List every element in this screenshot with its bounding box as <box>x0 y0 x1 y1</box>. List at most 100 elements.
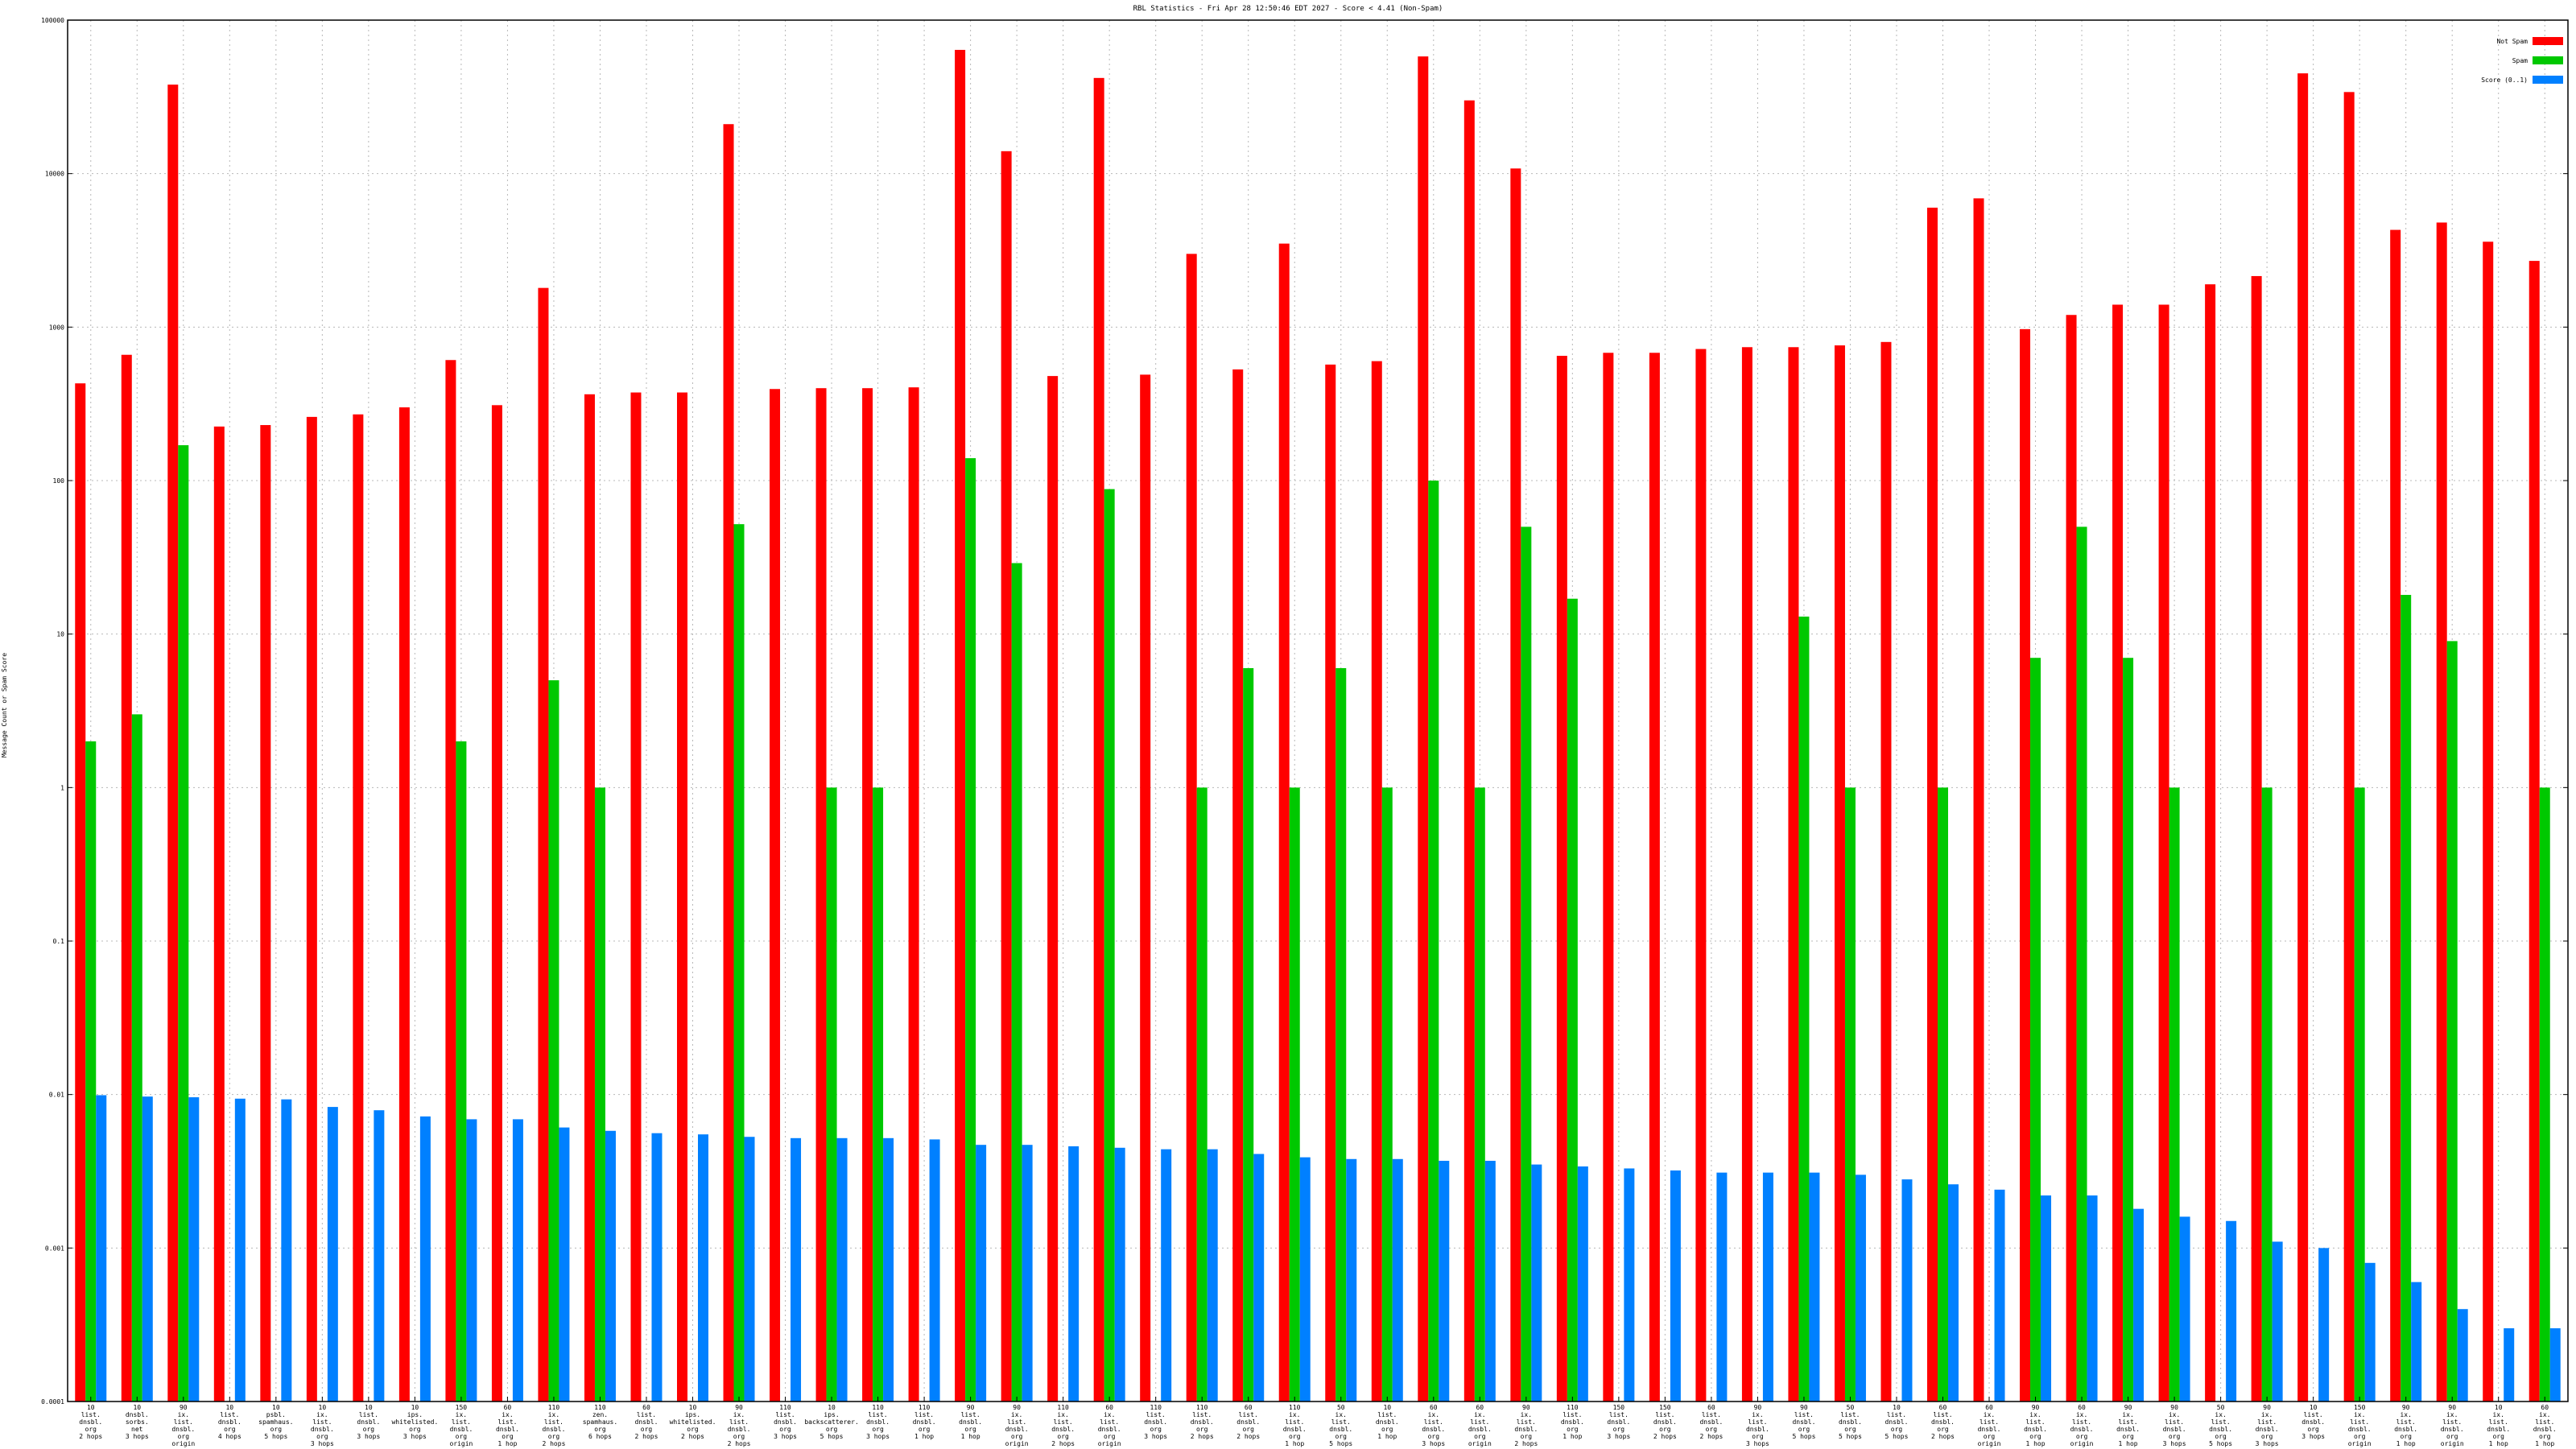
x-category-label-line: dnsbl. <box>1561 1418 1584 1426</box>
not-spam-bar <box>815 388 827 1402</box>
x-category-label-line: 110 <box>548 1404 560 1411</box>
x-category-label-line: dnsbl. <box>1885 1418 1909 1426</box>
x-category-label-line: list. <box>1146 1411 1166 1418</box>
score-bar <box>1624 1168 1635 1402</box>
not-spam-bar <box>1232 369 1244 1402</box>
score-bar <box>1855 1174 1866 1402</box>
not-spam-bar <box>770 389 781 1402</box>
legend-swatch <box>2533 76 2563 84</box>
x-category-label-line: list. <box>1655 1411 1674 1418</box>
x-category-label-line: 4 hops <box>218 1433 242 1440</box>
x-category-label-line: dnsbl. <box>2441 1426 2464 1433</box>
spam-bar <box>456 741 467 1402</box>
not-spam-bar <box>353 414 364 1402</box>
x-category-label-line: 3 hops <box>1422 1440 1445 1447</box>
not-spam-bar <box>306 416 317 1402</box>
not-spam-bar <box>1278 243 1290 1402</box>
x-category-label-line: 1 hop <box>2489 1440 2508 1447</box>
x-category-label-line: dnsbl. <box>2209 1426 2232 1433</box>
x-category-label-line: dnsbl. <box>1051 1426 1075 1433</box>
y-tick-label: 100000 <box>41 17 64 24</box>
x-category-label-line: ix. <box>1428 1411 1439 1418</box>
x-category-label-line: org <box>1984 1433 1996 1440</box>
x-category-label-line: ix. <box>2492 1411 2504 1418</box>
x-category-label-line: 110 <box>594 1404 606 1411</box>
x-category-label-line: dnsbl. <box>2163 1426 2186 1433</box>
score-bar <box>281 1099 292 1402</box>
x-category-label-line: 2 hops <box>1653 1433 1677 1440</box>
chart-title: RBL Statistics - Fri Apr 28 12:50:46 EDT… <box>1133 5 1443 13</box>
not-spam-bar <box>1463 100 1475 1402</box>
not-spam-bar <box>1140 374 1151 1402</box>
x-category-label-line: org <box>1289 1433 1301 1440</box>
x-category-label-line: list. <box>359 1411 378 1418</box>
x-category-label-line: dnsbl. <box>126 1411 149 1418</box>
x-category-label-line: org <box>1474 1433 1486 1440</box>
score-bar <box>1346 1158 1357 1402</box>
spam-bar <box>1428 481 1439 1402</box>
x-category-label-line: org <box>1659 1426 1671 1433</box>
x-category-label-line: org <box>1381 1426 1393 1433</box>
x-category-label-line: 2 hops <box>1514 1440 1538 1447</box>
x-category-label-line: whitelisted. <box>391 1418 438 1426</box>
x-category-label-line: ix. <box>1335 1411 1347 1418</box>
x-category-label-line: 10 <box>365 1404 373 1411</box>
x-category-label-line: org <box>2076 1433 2088 1440</box>
x-category-label-line: ix. <box>456 1411 467 1418</box>
y-tick-label: 0.01 <box>49 1092 64 1099</box>
score-bar <box>2411 1282 2422 1402</box>
spam-bar <box>85 741 97 1402</box>
x-category-label-line: org <box>779 1426 791 1433</box>
spam-bar <box>1104 489 1115 1402</box>
x-category-label-line: list. <box>2025 1418 2045 1426</box>
x-category-label-line: ips. <box>685 1411 700 1418</box>
legend-swatch <box>2533 56 2563 64</box>
x-category-label-line: dnsbl. <box>1699 1418 1723 1426</box>
score-bar <box>2226 1220 2237 1402</box>
x-category-label-line: org <box>872 1426 884 1433</box>
x-category-label-line: org <box>2400 1433 2412 1440</box>
x-category-label-line: org <box>1057 1433 1069 1440</box>
x-category-label-line: 3 hops <box>126 1433 149 1440</box>
x-category-label-line: 90 <box>2263 1404 2271 1411</box>
x-category-label-line: org <box>2307 1426 2319 1433</box>
x-category-label-line: list. <box>2442 1418 2462 1426</box>
x-category-label-line: dnsbl. <box>171 1426 195 1433</box>
x-category-label-line: 10 <box>2310 1404 2318 1411</box>
spam-bar <box>2539 787 2550 1402</box>
score-bar <box>559 1127 570 1402</box>
y-tick-label: 100 <box>53 477 65 485</box>
x-category-label-line: 60 <box>1939 1404 1947 1411</box>
x-category-label-line: 3 hops <box>2256 1440 2279 1447</box>
x-category-label-line: list. <box>1424 1418 1443 1426</box>
bars <box>75 49 2561 1402</box>
y-tick-label: 10000 <box>45 171 64 178</box>
not-spam-bar <box>1741 347 1752 1402</box>
x-category-label-line: 5 hops <box>1885 1433 1909 1440</box>
x-category-label-line: 90 <box>1522 1404 1530 1411</box>
x-category-label-line: org <box>2169 1433 2181 1440</box>
x-category-label-line: dnsbl. <box>774 1418 797 1426</box>
x-category-label-line: org <box>548 1433 560 1440</box>
x-category-label-line: 60 <box>1707 1404 1715 1411</box>
x-category-label-line: ix. <box>1289 1411 1300 1418</box>
x-category-label-line: org <box>733 1433 745 1440</box>
x-category-label-line: list. <box>220 1411 239 1418</box>
not-spam-bar <box>584 394 595 1402</box>
x-category-label-line: dnsbl. <box>2256 1426 2279 1433</box>
not-spam-bar <box>167 85 179 1402</box>
x-category-label-line: 90 <box>2448 1404 2456 1411</box>
x-category-label-line: 3 hops <box>774 1433 797 1440</box>
x-category-label-line: list. <box>1609 1411 1629 1418</box>
not-spam-bar <box>908 387 919 1402</box>
score-bar <box>327 1107 338 1402</box>
x-category-label-line: 1 hop <box>1285 1440 1304 1447</box>
x-category-label-line: org <box>2261 1433 2273 1440</box>
x-category-label-line: dnsbl. <box>218 1418 242 1426</box>
score-bar <box>1901 1179 1913 1402</box>
x-category-label-line: origin <box>1098 1440 1121 1447</box>
not-spam-bar <box>2529 261 2540 1402</box>
score-bar <box>142 1096 153 1402</box>
not-spam-bar <box>2390 229 2401 1402</box>
